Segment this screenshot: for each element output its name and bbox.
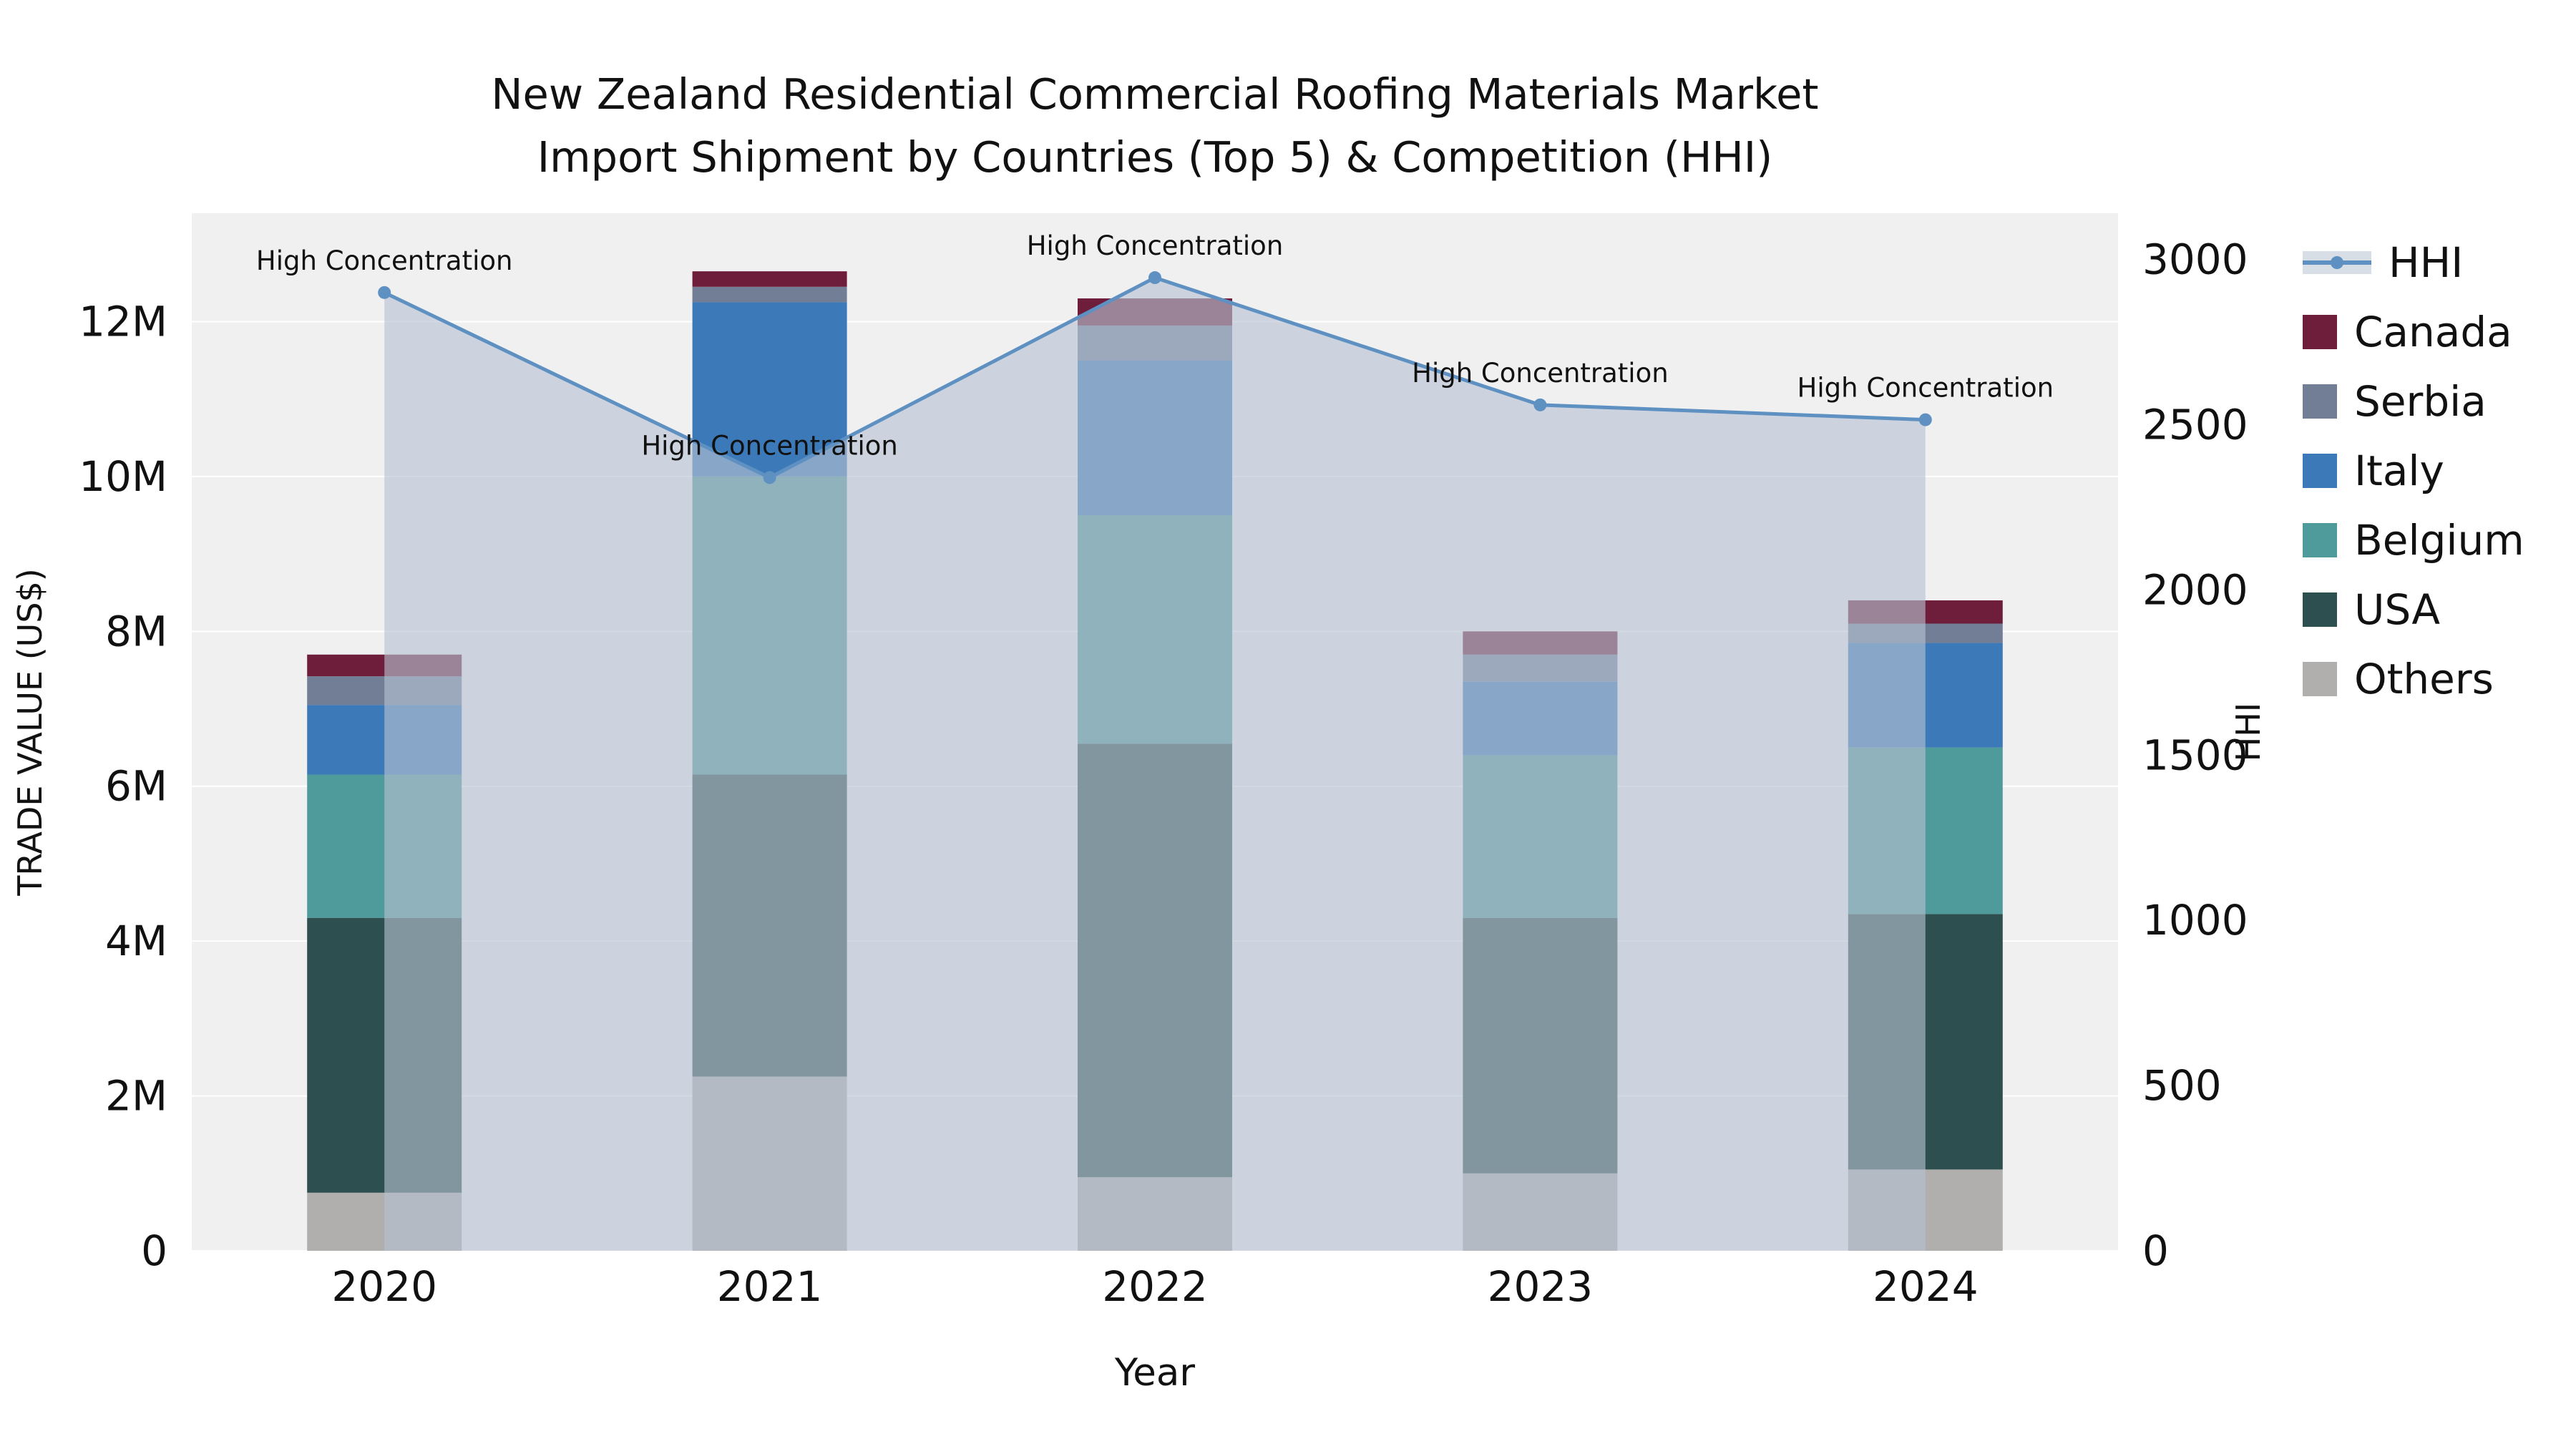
annotation-high-concentration-2024: High Concentration [1797, 373, 2054, 404]
chart-title: New Zealand Residential Commercial Roofi… [192, 63, 2118, 189]
right-tick-label: 3000 [2142, 235, 2248, 284]
legend-item-italy: Italy [2303, 436, 2524, 505]
right-tick-label: 1500 [2142, 731, 2248, 779]
legend-swatch-italy [2303, 453, 2337, 488]
hhi-marker-2021 [763, 471, 776, 484]
legend-item-hhi: HHI [2303, 228, 2524, 297]
annotation-high-concentration-2021: High Concentration [641, 430, 898, 461]
right-tick-label: 0 [2142, 1226, 2169, 1275]
left-tick-label: 4M [105, 917, 167, 965]
left-tick-label: 10M [79, 452, 167, 501]
bar-segment-canada-2021 [692, 271, 847, 287]
legend-label-hhi: HHI [2389, 238, 2464, 287]
legend-item-others: Others [2303, 644, 2524, 713]
annotation-high-concentration-2020: High Concentration [256, 245, 513, 276]
x-tick-label: 2020 [331, 1262, 437, 1311]
legend-item-canada: Canada [2303, 297, 2524, 366]
x-tick-label: 2022 [1102, 1262, 1208, 1311]
left-tick-label: 12M [79, 297, 167, 346]
legend-swatch-belgium [2303, 522, 2337, 557]
annotation-high-concentration-2022: High Concentration [1027, 230, 1284, 261]
x-tick-label: 2021 [717, 1262, 823, 1311]
legend: HHI Canada Serbia Italy Belgium USA Others [2303, 228, 2524, 713]
left-tick-label: 0 [141, 1226, 167, 1275]
legend-item-belgium: Belgium [2303, 505, 2524, 575]
legend-item-serbia: Serbia [2303, 366, 2524, 436]
legend-swatch-others [2303, 661, 2337, 696]
left-tick-label: 8M [105, 607, 167, 655]
hhi-line-key-icon [2303, 248, 2371, 277]
right-tick-label: 2000 [2142, 565, 2248, 614]
bar-segment-serbia-2021 [692, 286, 847, 303]
hhi-marker-2024 [1918, 413, 1932, 426]
right-tick-label: 1000 [2142, 896, 2248, 945]
legend-label-italy: Italy [2354, 446, 2444, 495]
chart-title-line2: Import Shipment by Countries (Top 5) & C… [537, 132, 1773, 182]
bar-segment-italy-2021 [692, 302, 847, 477]
hhi-marker-2023 [1533, 398, 1547, 411]
legend-label-serbia: Serbia [2354, 376, 2487, 426]
chart-title-line1: New Zealand Residential Commercial Roofi… [491, 69, 1819, 119]
right-tick-label: 500 [2142, 1061, 2222, 1110]
right-axis-label: HHI [2229, 703, 2268, 762]
legend-item-usa: USA [2303, 575, 2524, 644]
legend-label-canada: Canada [2354, 307, 2512, 356]
legend-label-usa: USA [2354, 585, 2441, 634]
hhi-area-fill [384, 278, 1926, 1252]
left-axis-label: TRADE VALUE (US$) [11, 568, 49, 896]
x-tick-label: 2023 [1488, 1262, 1594, 1311]
legend-swatch-usa [2303, 592, 2337, 627]
left-tick-label: 6M [105, 762, 167, 811]
annotation-high-concentration-2023: High Concentration [1412, 358, 1669, 389]
legend-swatch-canada [2303, 314, 2337, 349]
x-tick-label: 2024 [1873, 1262, 1979, 1311]
left-tick-label: 2M [105, 1072, 167, 1121]
hhi-marker-2020 [378, 286, 391, 299]
legend-swatch-serbia [2303, 384, 2337, 419]
hhi-marker-2022 [1148, 271, 1161, 285]
right-tick-label: 2500 [2142, 401, 2248, 449]
x-axis-label: Year [1114, 1351, 1196, 1395]
legend-label-others: Others [2354, 654, 2494, 703]
legend-label-belgium: Belgium [2354, 515, 2524, 565]
